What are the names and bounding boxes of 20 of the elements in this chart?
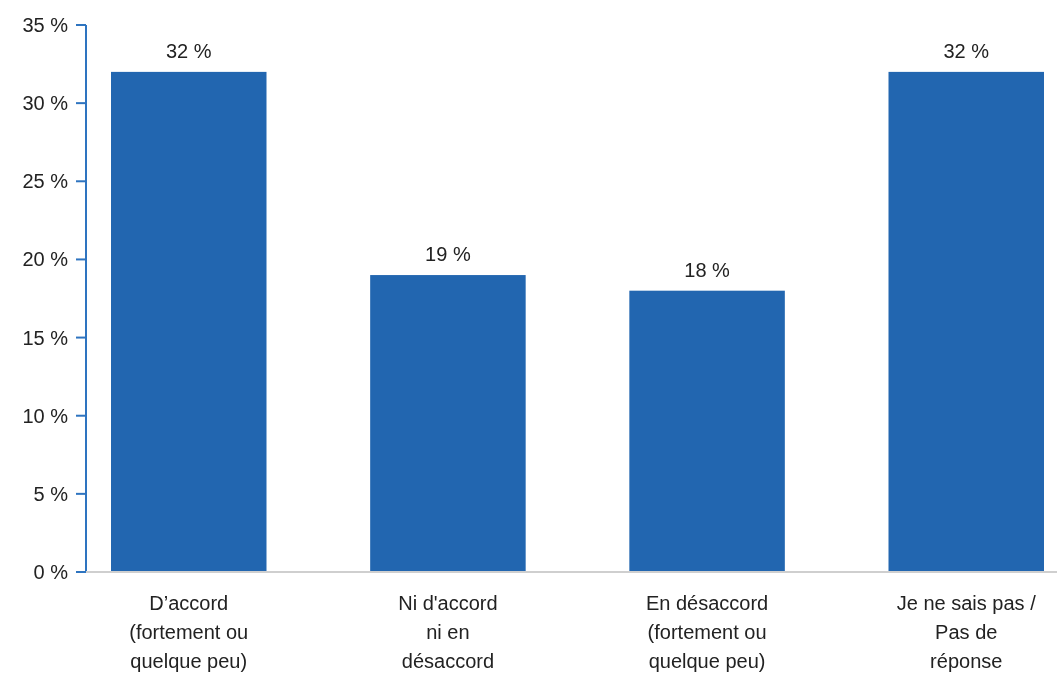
- x-tick-label: Je ne sais pas / Pas de réponse: [896, 592, 1037, 672]
- x-tick-label: En désaccord (fortement ou quelque peu): [645, 592, 769, 672]
- data-label: 18 %: [684, 258, 731, 281]
- data-label: 32 %: [165, 39, 212, 62]
- x-tick-label: D’accord (fortement ou quelque peu): [129, 592, 249, 672]
- y-tick-label: 5 %: [33, 482, 69, 505]
- bar: [629, 290, 785, 572]
- data-label: 32 %: [943, 39, 990, 62]
- y-tick-label: 35 %: [22, 14, 69, 36]
- y-tick-label: 15 %: [22, 326, 69, 349]
- x-tick-label: Ni d'accord ni en désaccord: [398, 592, 498, 672]
- bar: [888, 71, 1044, 572]
- y-tick-label: 20 %: [22, 248, 69, 271]
- bar: [370, 275, 526, 572]
- y-tick-label: 25 %: [22, 170, 69, 193]
- y-tick-label: 10 %: [22, 404, 69, 427]
- y-tick-label: 0 %: [33, 561, 69, 583]
- y-tick-label: 30 %: [22, 92, 69, 115]
- bar: [111, 71, 267, 572]
- data-label: 19 %: [425, 243, 471, 266]
